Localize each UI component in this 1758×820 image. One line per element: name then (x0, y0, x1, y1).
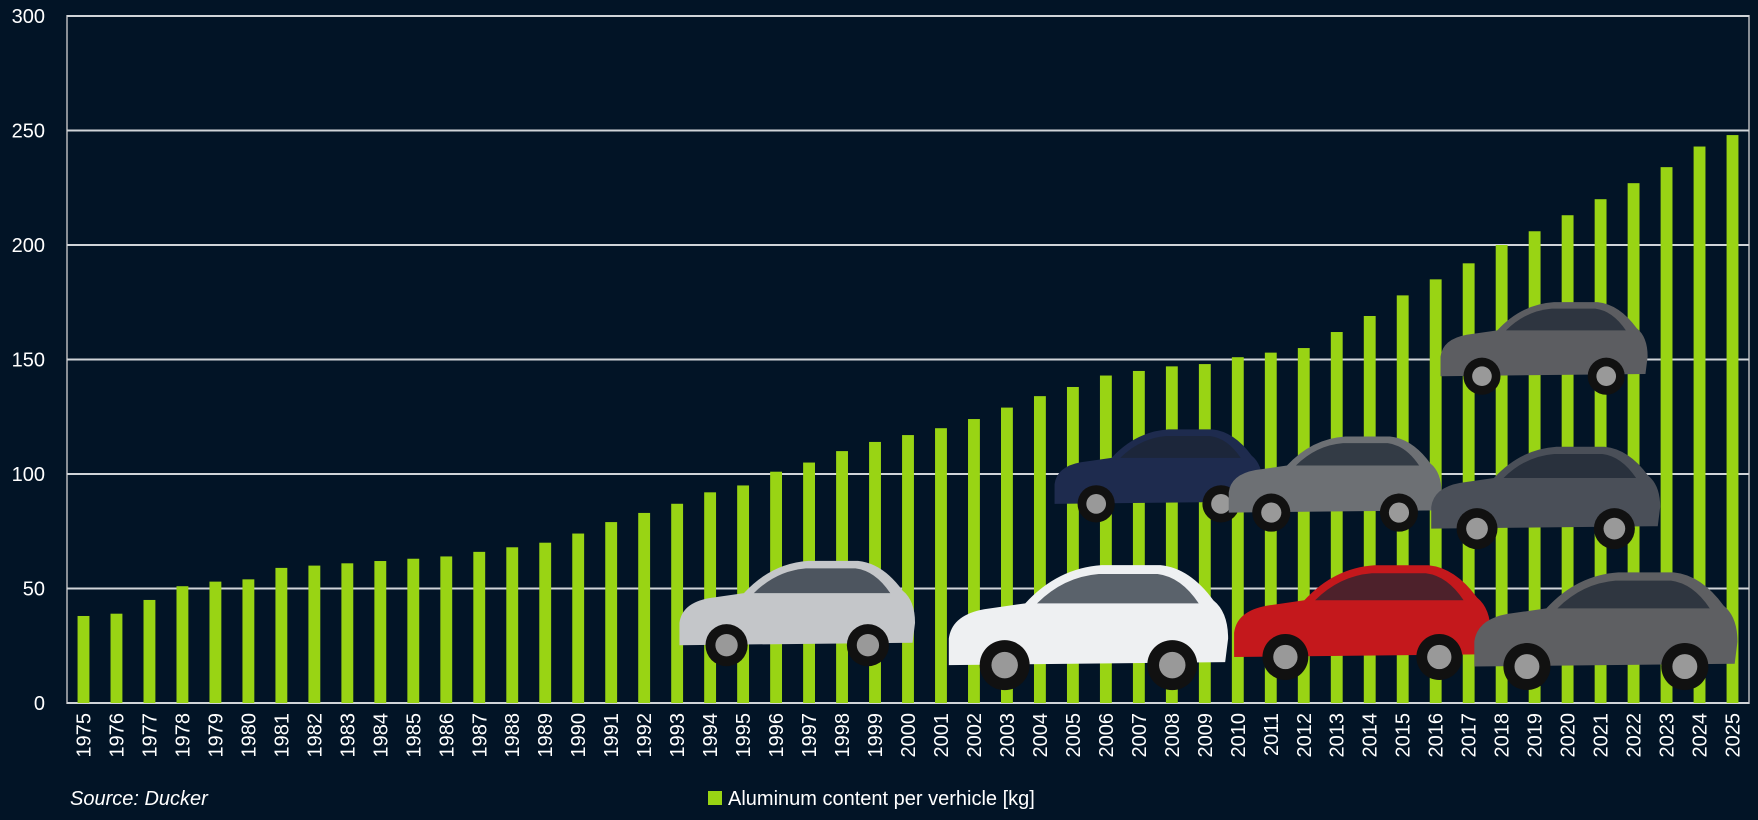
x-tick-label: 1986 (436, 713, 458, 758)
source-note: Source: Ducker (70, 788, 209, 810)
bar (341, 563, 353, 703)
x-tick-label: 1992 (634, 713, 656, 758)
x-tick-label: 2019 (1525, 713, 1547, 758)
x-tick-label: 2023 (1657, 713, 1679, 758)
y-tick-label: 250 (12, 121, 45, 143)
x-tick-label: 2013 (1327, 713, 1349, 758)
bar (671, 504, 683, 703)
x-tick-label: 2025 (1723, 713, 1745, 758)
x-tick-label: 1979 (205, 713, 227, 758)
y-tick-label: 100 (12, 464, 45, 486)
chart: Source: Ducker 0 50 100 150 200 250 300 1975 197… (0, 0, 1758, 820)
bar (275, 568, 287, 703)
bar (605, 522, 617, 703)
y-tick-label: 0 (34, 693, 45, 715)
x-tick-label: 1975 (73, 713, 95, 758)
x-tick-label: 1991 (601, 713, 623, 758)
x-tick-label: 2020 (1558, 713, 1580, 758)
x-tick-label: 2014 (1360, 713, 1382, 758)
y-tick-label: 200 (12, 235, 45, 257)
x-tick-label: 2022 (1624, 713, 1646, 758)
x-tick-label: 1976 (106, 713, 128, 758)
x-tick-label: 2006 (1096, 713, 1118, 758)
bar (440, 556, 452, 703)
x-tick-label: 2001 (931, 713, 953, 758)
x-tick-label: 2009 (1195, 713, 1217, 758)
x-tick-label: 2002 (964, 713, 986, 758)
x-tick-label: 1998 (832, 713, 854, 758)
x-tick-label: 1999 (865, 713, 887, 758)
y-tick-label: 300 (12, 6, 45, 28)
car-image (949, 565, 1228, 690)
bar (935, 428, 947, 703)
x-tick-label: 1988 (502, 713, 524, 758)
x-tick-label: 1995 (733, 713, 755, 758)
x-tick-label: 1977 (139, 713, 161, 758)
x-tick-label: 1987 (469, 713, 491, 758)
x-tick-label: 1990 (568, 713, 590, 758)
x-tick-label: 1980 (238, 713, 260, 758)
x-tick-label: 2004 (1030, 713, 1052, 758)
x-tick-label: 2000 (898, 713, 920, 758)
page: {"chart_data": {"type": "bar", "categori… (0, 0, 1758, 820)
legend-swatch (708, 791, 722, 805)
bar (506, 547, 518, 703)
x-tick-label: 2010 (1228, 713, 1250, 758)
bar (407, 559, 419, 703)
bar (374, 561, 386, 703)
bar (473, 552, 485, 703)
x-tick-label: 2008 (1162, 713, 1184, 758)
bar (176, 586, 188, 703)
x-tick-label: 1978 (172, 713, 194, 758)
x-tick-label: 1985 (403, 713, 425, 758)
x-tick-label: 2015 (1393, 713, 1415, 758)
x-tick-label: 1989 (535, 713, 557, 758)
bar (902, 435, 914, 703)
x-tick-label: 2024 (1690, 713, 1712, 758)
x-tick-label: 2003 (997, 713, 1019, 758)
x-tick-label: 1993 (667, 713, 689, 758)
x-tick-label: 1983 (337, 713, 359, 758)
x-tick-label: 1981 (271, 713, 293, 758)
x-tick-label: 2016 (1426, 713, 1448, 758)
bar (572, 534, 584, 703)
x-tick-label: 2018 (1492, 713, 1514, 758)
x-tick-label: 1997 (799, 713, 821, 758)
bar (209, 582, 221, 703)
x-tick-label: 2007 (1129, 713, 1151, 758)
bar (111, 614, 123, 703)
x-tick-label: 1982 (304, 713, 326, 758)
x-tick-label: 2011 (1261, 713, 1283, 756)
bar (539, 543, 551, 703)
bar (638, 513, 650, 703)
x-tick-label: 1994 (700, 713, 722, 758)
bar (308, 566, 320, 703)
bar (78, 616, 90, 703)
bar (144, 600, 156, 703)
bar (242, 579, 254, 703)
legend-label: Aluminum content per verhicle [kg] (728, 788, 1035, 810)
x-tick-label: 1984 (370, 713, 392, 758)
y-tick-label: 50 (23, 579, 45, 601)
x-tick-label: 2012 (1294, 713, 1316, 758)
x-tick-label: 2021 (1591, 713, 1613, 758)
x-tick-label: 2017 (1459, 713, 1481, 758)
x-tick-label: 2005 (1063, 713, 1085, 758)
y-tick-label: 150 (12, 350, 45, 372)
x-tick-label: 1996 (766, 713, 788, 758)
